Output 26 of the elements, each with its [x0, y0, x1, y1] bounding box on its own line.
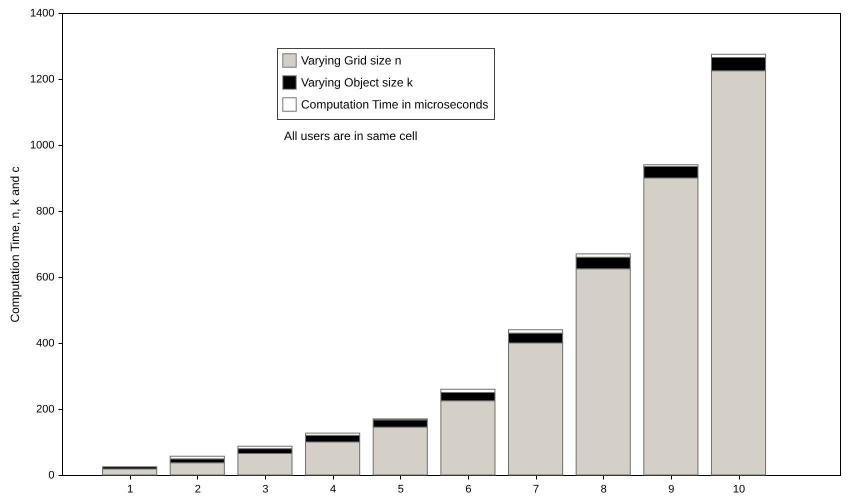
- x-tick-label: 1: [127, 484, 134, 496]
- x-tick-label: 5: [398, 484, 404, 496]
- y-tick-label: 1400: [30, 8, 54, 20]
- y-tick-label: 600: [36, 272, 54, 284]
- y-tick-label: 800: [36, 206, 54, 218]
- y-tick-label: 1000: [30, 140, 54, 152]
- x-tick-label: 7: [533, 484, 540, 496]
- x-tick-label: 8: [600, 484, 607, 496]
- x-tick-label: 2: [194, 484, 201, 496]
- y-tick-label: 0: [48, 470, 54, 482]
- legend-label: Computation Time in microseconds: [301, 98, 488, 112]
- x-tick-label: 3: [262, 484, 269, 496]
- y-tick-label: 1200: [30, 74, 54, 86]
- bar: [170, 456, 225, 460]
- y-tick-label: 400: [36, 338, 54, 350]
- bar: [170, 462, 225, 476]
- x-tick-label: 6: [465, 484, 472, 496]
- x-tick-label: 9: [668, 484, 674, 496]
- bar: [237, 453, 293, 476]
- y-tick-label: 200: [36, 404, 54, 416]
- annotation: All users are in same cell: [284, 129, 418, 143]
- legend-label: Varying Grid size n: [301, 54, 402, 68]
- y-axis-title: Computation Time, n, k and c: [8, 166, 22, 323]
- x-tick-label: 10: [732, 484, 746, 496]
- legend-label: Varying Object size k: [301, 76, 414, 90]
- x-tick-label: 4: [330, 484, 336, 496]
